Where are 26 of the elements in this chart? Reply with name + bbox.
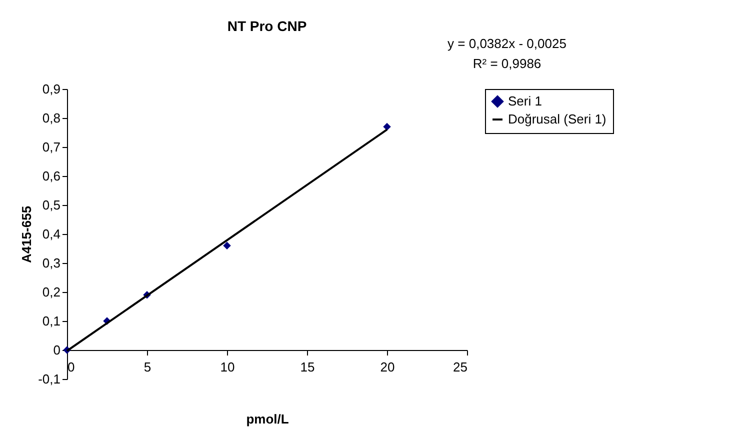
point	[383, 122, 391, 131]
y-tick-label: 0,8	[42, 110, 60, 126]
text: y = 0,0382x - 0,0025	[448, 36, 566, 51]
y-tick-label: 0,1	[42, 314, 60, 328]
x-tick-label: 15	[300, 360, 315, 374]
text: R² = 0,9986	[472, 56, 542, 71]
x-tick-label: 25	[453, 360, 468, 374]
legend-label: Seri 1	[508, 94, 542, 108]
chart-title: NT Pro CNP	[227, 18, 307, 34]
x-axis-title: pmol/L	[246, 412, 289, 426]
y-tick-label: 0,4	[42, 226, 60, 242]
y-tick-label: -0,1	[38, 372, 60, 386]
y-tick-label: 0,3	[42, 256, 60, 270]
y-tick-label: 0	[53, 342, 60, 358]
x-tick-label: 20	[380, 360, 395, 374]
y-tick-label: 0,5	[42, 198, 60, 212]
x-tick-label: 5	[144, 360, 152, 374]
y-tick-label: 0,7	[42, 140, 60, 154]
y-tick-label: 0,9	[42, 82, 60, 96]
legend-label: Doğrusal (Seri 1)	[508, 112, 606, 126]
y-tick-label: 0,2	[42, 284, 60, 300]
y-axis-title: A415-655	[19, 206, 34, 264]
point	[223, 242, 231, 250]
x-tick-label: 10	[220, 360, 235, 374]
y-tick-label: 0,6	[42, 168, 60, 184]
x-tick-label: 0	[68, 360, 75, 374]
